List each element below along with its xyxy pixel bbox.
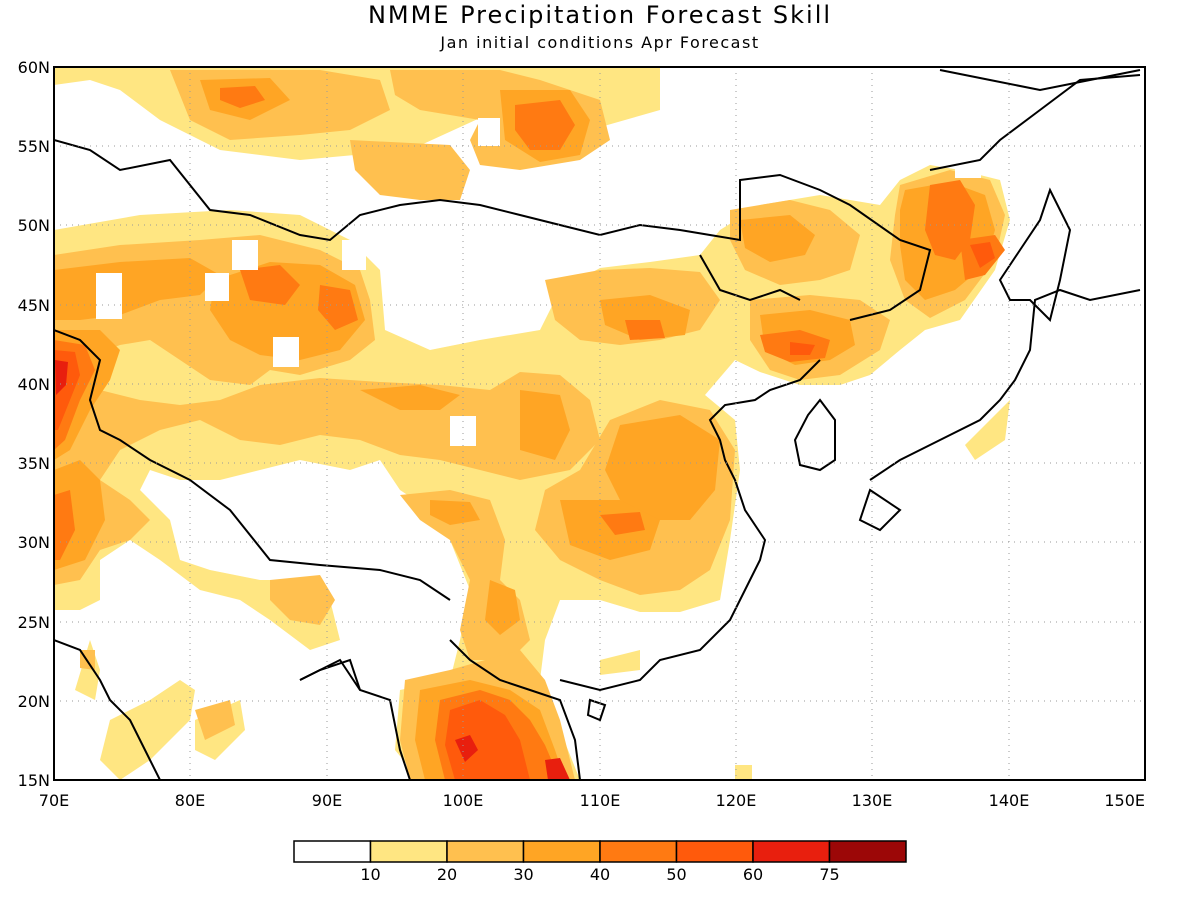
x-tick-label: 110E (580, 791, 621, 810)
y-axis: 15N 20N 25N 30N 35N 40N 45N 50N 55N 60N (18, 58, 50, 790)
y-tick-label: 55N (18, 137, 50, 156)
color-legend: 10 20 30 40 50 60 75 (293, 840, 907, 884)
graticule (54, 67, 1145, 780)
map-frame (53, 66, 1146, 781)
legend-label: 75 (819, 865, 839, 884)
missing-cells (96, 118, 981, 446)
x-tick-label: 140E (989, 791, 1030, 810)
legend-label: 60 (743, 865, 763, 884)
x-axis: 70E 80E 90E 100E 110E 120E 130E 140E 150… (39, 791, 1145, 810)
legend-label: 20 (437, 865, 457, 884)
y-tick-label: 40N (18, 375, 50, 394)
x-tick-label: 120E (716, 791, 757, 810)
y-tick-label: 25N (18, 613, 50, 632)
chart-title: NMME Precipitation Forecast Skill (367, 1, 833, 29)
legend-swatch (752, 840, 831, 863)
y-tick-label: 30N (18, 533, 50, 552)
x-tick-label: 130E (852, 791, 893, 810)
x-tick-label: 70E (39, 791, 69, 810)
x-tick-label: 80E (175, 791, 205, 810)
legend-swatch (675, 840, 754, 863)
y-tick-label: 15N (18, 771, 50, 790)
legend-swatch (446, 840, 525, 863)
y-tick-label: 50N (18, 216, 50, 235)
legend-label: 50 (666, 865, 686, 884)
x-tick-label: 100E (443, 791, 484, 810)
y-tick-label: 20N (18, 692, 50, 711)
legend-label: 40 (590, 865, 610, 884)
legend-swatch (369, 840, 448, 863)
legend-label: 30 (513, 865, 533, 884)
y-tick-label: 35N (18, 454, 50, 473)
legend-swatch (828, 840, 907, 863)
y-tick-label: 45N (18, 296, 50, 315)
x-tick-label: 150E (1104, 791, 1145, 810)
contour-level-60 (55, 360, 570, 780)
legend-swatch (599, 840, 678, 863)
legend-swatch (293, 840, 372, 863)
skill-field (54, 67, 1010, 780)
chart-subtitle: Jan initial conditions Apr Forecast (440, 33, 760, 52)
x-tick-label: 90E (312, 791, 342, 810)
y-tick-label: 60N (18, 58, 50, 77)
legend-label: 10 (360, 865, 380, 884)
legend-swatch (522, 840, 601, 863)
